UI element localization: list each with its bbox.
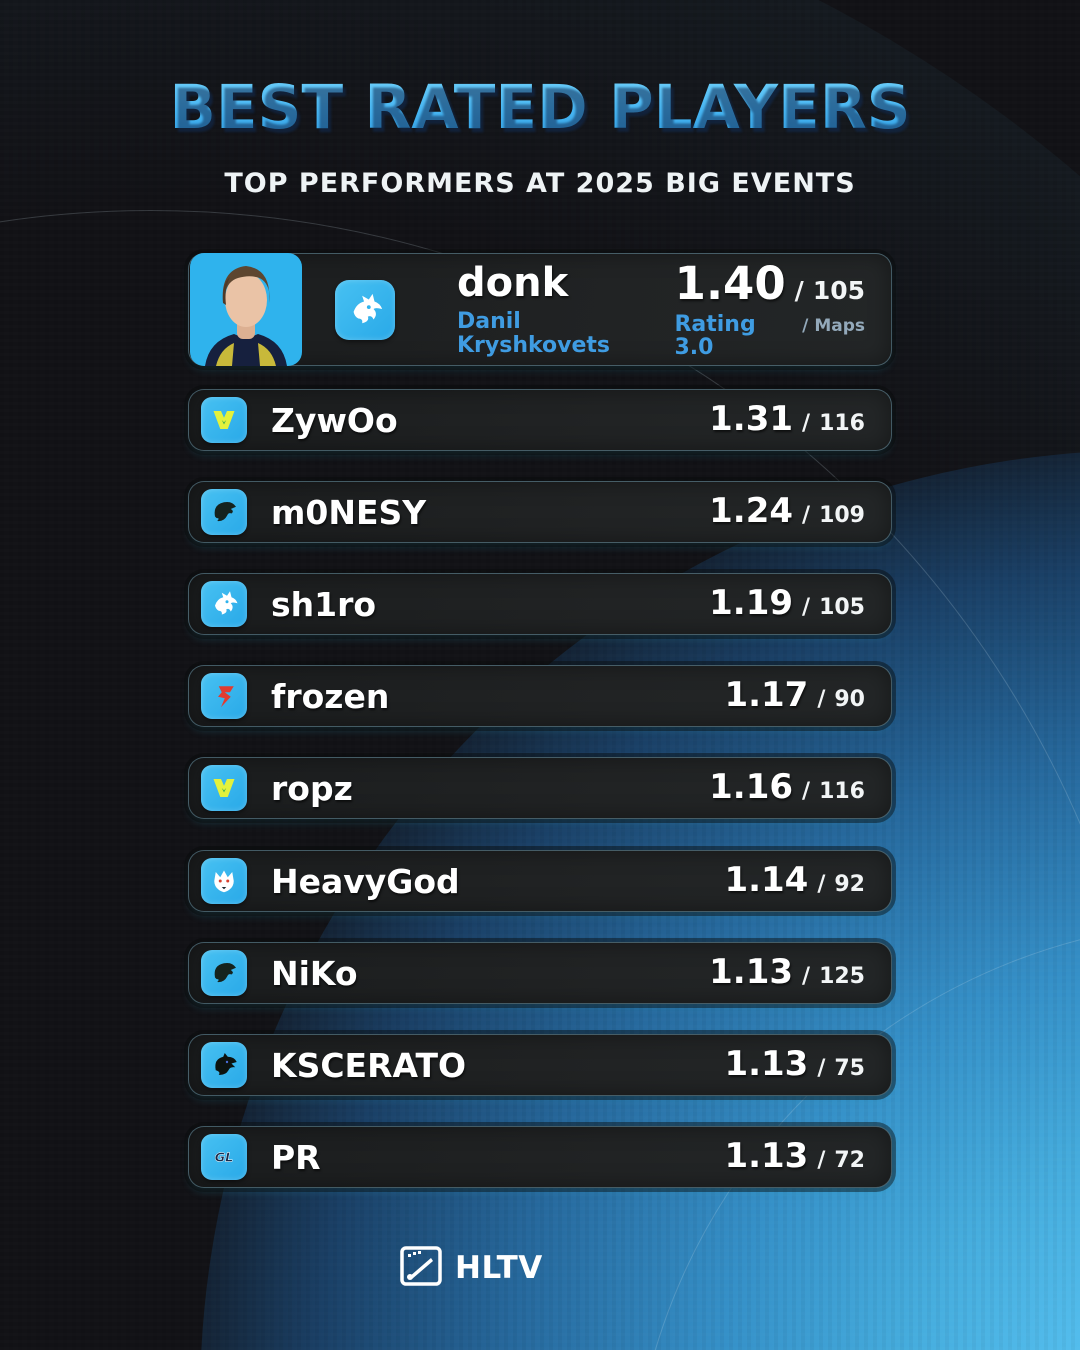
- player-name: m0NESY: [271, 492, 427, 532]
- player-name: PR: [271, 1137, 321, 1177]
- rating-label: Rating 3.0: [674, 312, 756, 361]
- page-title: BEST RATED PLAYERS: [0, 72, 1080, 143]
- slash: /: [802, 316, 809, 337]
- rating-value: 1.16: [709, 767, 794, 808]
- g2-esports-logo-icon: [201, 858, 247, 904]
- team-spirit-logo-icon: [201, 581, 247, 627]
- player-name: ropz: [271, 768, 353, 808]
- rating-value: 1.24: [709, 491, 794, 532]
- gamerlegion-logo-icon: GL: [201, 1134, 247, 1180]
- rating-value: 1.13: [709, 952, 794, 993]
- rating-value: 1.19: [709, 583, 794, 624]
- maps-count: 125: [819, 964, 865, 990]
- rating-value: 1.13: [724, 1136, 809, 1177]
- player-name: ZywOo: [271, 400, 398, 440]
- maps-count: 109: [819, 503, 865, 529]
- player-photo-donk: [190, 253, 302, 366]
- player-row: GL PR 1.13 / 72: [188, 1126, 892, 1188]
- player-row: KSCERATO 1.13 / 75: [188, 1034, 892, 1096]
- maps-count: 116: [819, 411, 865, 437]
- faze-clan-logo-icon: [201, 673, 247, 719]
- player-name: frozen: [271, 676, 390, 716]
- player-name: sh1ro: [271, 584, 377, 624]
- slash: /: [817, 1056, 826, 1082]
- team-falcons-logo-icon: [201, 950, 247, 996]
- player-row: frozen 1.17 / 90: [188, 665, 892, 727]
- slash: /: [802, 411, 811, 437]
- rating-value: 1.13: [724, 1044, 809, 1085]
- maps-count: 116: [819, 779, 865, 805]
- maps-label: Maps: [814, 316, 865, 337]
- furia-logo-icon: [201, 1042, 247, 1088]
- maps-count: 105: [819, 595, 865, 621]
- player-name: KSCERATO: [271, 1045, 467, 1085]
- rating-value: 1.14: [724, 860, 809, 901]
- player-real-name: Danil Kryshkovets: [457, 308, 611, 358]
- slash: /: [802, 503, 811, 529]
- team-vitality-logo-icon: [201, 765, 247, 811]
- player-name: donk: [457, 259, 569, 306]
- slash: /: [802, 595, 811, 621]
- slash: /: [817, 1148, 826, 1174]
- svg-text:GL: GL: [215, 1151, 234, 1166]
- slash: /: [794, 275, 804, 305]
- rating-value: 1.31: [709, 399, 794, 440]
- rating-value: 1.40: [674, 256, 786, 310]
- page-subtitle: TOP PERFORMERS AT 2025 BIG EVENTS: [224, 168, 856, 199]
- team-vitality-logo-icon: [201, 397, 247, 443]
- maps-count: 92: [834, 872, 865, 898]
- slash: /: [802, 964, 811, 990]
- maps-count: 75: [834, 1056, 865, 1082]
- hltv-brand: HLTV: [398, 1243, 543, 1293]
- player-row: HeavyGod 1.14 / 92: [188, 850, 892, 912]
- maps-count: 72: [834, 1148, 865, 1174]
- slash: /: [802, 779, 811, 805]
- brand-name: HLTV: [455, 1250, 543, 1286]
- slash: /: [817, 872, 826, 898]
- team-falcons-logo-icon: [201, 489, 247, 535]
- player-name: NiKo: [271, 953, 358, 993]
- team-spirit-logo-icon: [335, 279, 395, 340]
- maps-count: 90: [834, 687, 865, 713]
- player-row: NiKo 1.13 / 125: [188, 942, 892, 1004]
- player-name: HeavyGod: [271, 861, 460, 901]
- slash: /: [817, 687, 826, 713]
- rating-value: 1.17: [724, 675, 809, 716]
- hltv-logo-icon: [398, 1243, 444, 1293]
- player-row: ZywOo 1.31 / 116: [188, 389, 892, 451]
- player-row: ropz 1.16 / 116: [188, 757, 892, 819]
- player-row: m0NESY 1.24 / 109: [188, 481, 892, 543]
- maps-count: 105: [812, 275, 865, 305]
- featured-player-card: donk Danil Kryshkovets 1.40 / 105 Rating…: [188, 253, 892, 366]
- player-row: sh1ro 1.19 / 105: [188, 573, 892, 635]
